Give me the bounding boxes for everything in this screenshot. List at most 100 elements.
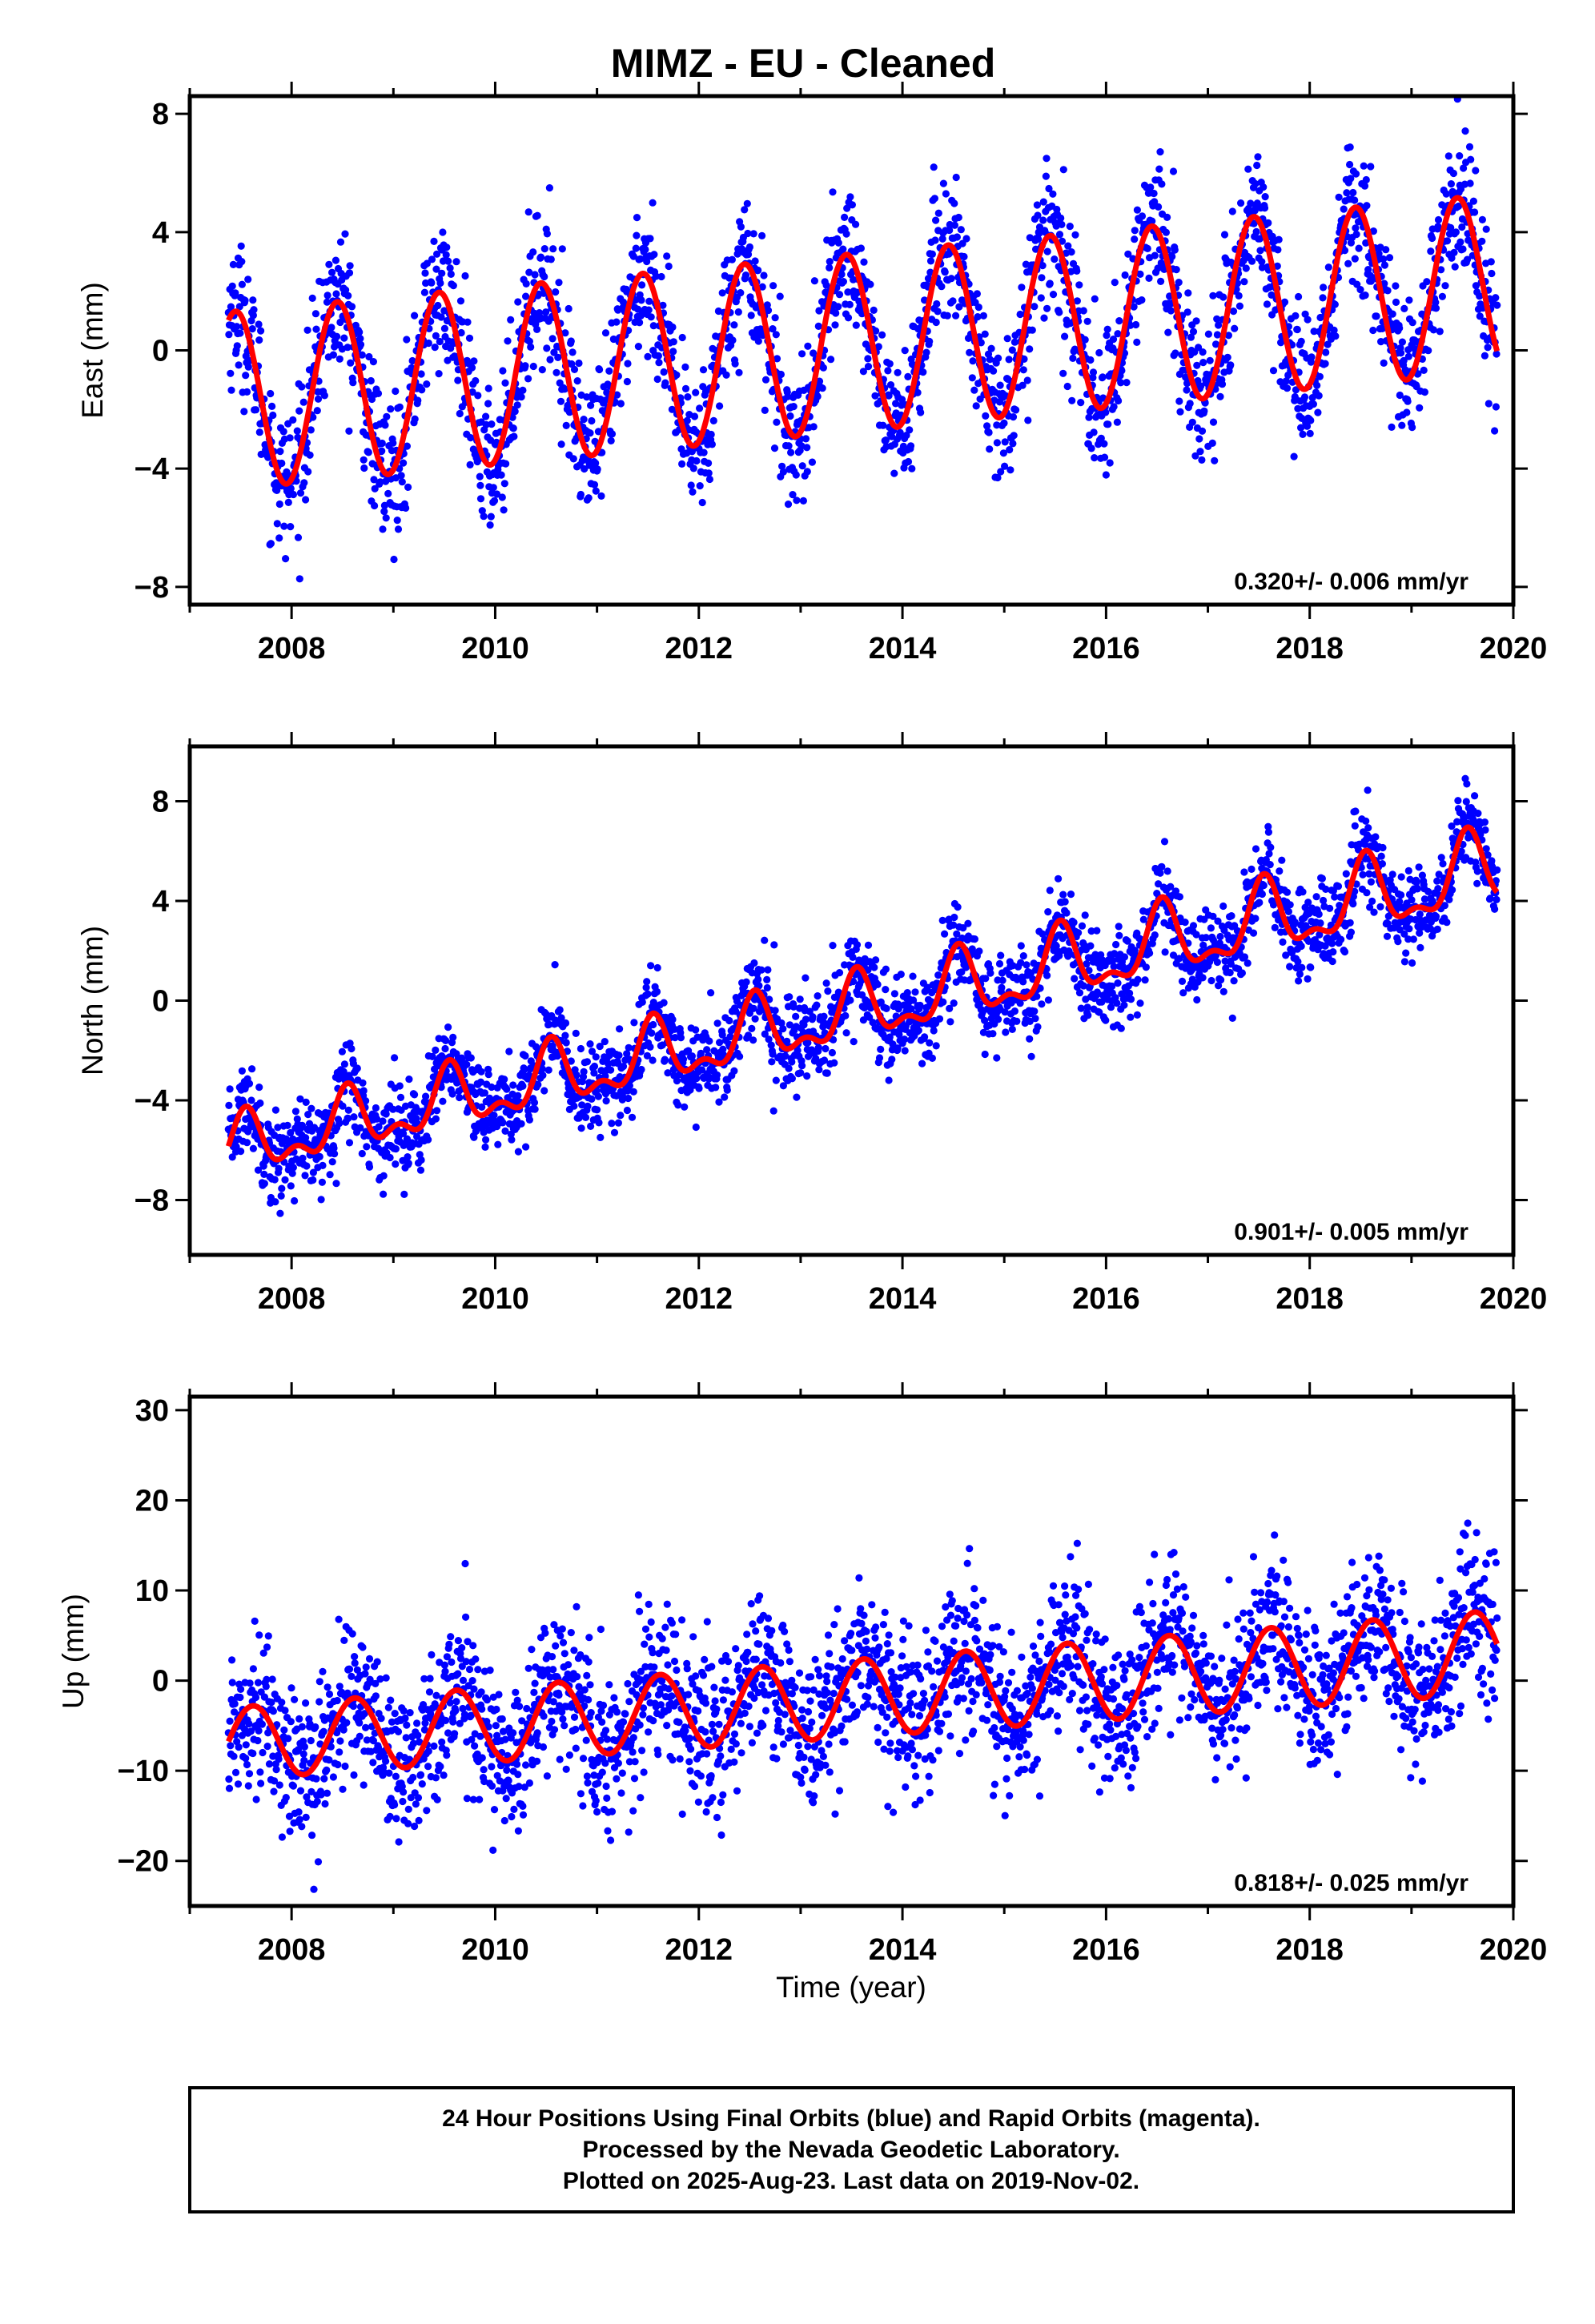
data-point xyxy=(952,173,960,182)
data-point xyxy=(1067,891,1075,899)
data-point xyxy=(338,1047,346,1055)
data-point xyxy=(1359,870,1367,879)
data-point xyxy=(365,1163,374,1171)
data-point xyxy=(1010,432,1018,440)
data-point xyxy=(1127,321,1135,329)
data-point xyxy=(926,257,935,265)
data-point xyxy=(1061,898,1069,906)
data-point xyxy=(1392,298,1400,306)
data-point xyxy=(369,358,377,366)
data-point xyxy=(1340,247,1349,255)
data-point xyxy=(990,367,998,375)
data-point xyxy=(649,199,657,207)
data-point xyxy=(636,319,644,327)
data-point xyxy=(788,1075,797,1083)
data-point xyxy=(1213,315,1221,323)
data-point xyxy=(264,453,272,461)
data-point xyxy=(360,1087,368,1095)
data-point xyxy=(298,383,306,391)
data-point xyxy=(293,427,301,435)
data-point xyxy=(689,488,697,496)
data-point xyxy=(1019,366,1027,374)
data-point xyxy=(853,289,862,297)
data-point xyxy=(1006,466,1014,474)
data-point xyxy=(1016,310,1024,319)
data-point xyxy=(398,478,406,486)
data-point xyxy=(1256,235,1264,243)
data-point xyxy=(1111,279,1119,287)
data-point xyxy=(1441,282,1449,290)
data-point xyxy=(555,279,563,287)
data-point xyxy=(1264,219,1272,227)
data-point xyxy=(1077,399,1085,407)
data-point xyxy=(613,318,621,326)
data-point xyxy=(943,312,951,320)
data-point xyxy=(472,376,480,385)
data-point xyxy=(1171,246,1179,254)
data-point xyxy=(1295,977,1303,985)
data-point xyxy=(986,356,994,364)
data-point xyxy=(822,281,830,289)
data-point xyxy=(803,468,811,476)
data-point xyxy=(1059,891,1067,899)
data-point xyxy=(1038,274,1046,282)
data-point xyxy=(484,1071,492,1079)
data-point xyxy=(741,271,750,279)
data-point xyxy=(400,459,408,467)
data-point xyxy=(960,252,968,261)
data-point xyxy=(291,1196,299,1205)
data-point xyxy=(461,271,469,280)
data-point xyxy=(1206,356,1214,364)
data-point xyxy=(952,312,960,320)
data-point xyxy=(1274,246,1282,254)
data-point xyxy=(768,1058,776,1066)
data-point xyxy=(1388,310,1396,318)
data-point xyxy=(848,201,856,209)
data-point xyxy=(1005,356,1013,364)
data-point xyxy=(1064,242,1072,250)
data-point xyxy=(1328,957,1336,966)
data-point xyxy=(281,1176,289,1184)
data-point xyxy=(1039,262,1047,270)
data-point xyxy=(1442,190,1450,198)
data-point xyxy=(1097,434,1105,442)
data-point xyxy=(1277,339,1285,347)
data-point xyxy=(802,435,810,443)
data-point xyxy=(749,1036,757,1044)
data-point xyxy=(1161,948,1169,956)
data-point xyxy=(1196,448,1204,456)
data-point xyxy=(1127,1013,1135,1021)
data-point xyxy=(1026,345,1034,353)
data-point xyxy=(436,279,444,287)
data-point xyxy=(997,468,1005,476)
data-point xyxy=(340,334,348,342)
data-point xyxy=(994,1015,1002,1023)
data-point xyxy=(632,244,640,252)
data-point xyxy=(284,498,292,507)
data-point xyxy=(1044,996,1052,1004)
data-point xyxy=(1469,197,1477,205)
data-point xyxy=(1039,216,1047,224)
data-point xyxy=(1330,326,1338,334)
data-point xyxy=(1184,289,1192,297)
data-point xyxy=(1280,298,1289,306)
data-point xyxy=(875,1054,884,1062)
data-point xyxy=(814,322,822,330)
data-point xyxy=(1309,400,1317,408)
data-point xyxy=(522,1143,530,1151)
data-point xyxy=(522,292,530,300)
data-point xyxy=(561,1031,569,1039)
data-point xyxy=(874,980,882,988)
data-point xyxy=(637,255,645,263)
data-point xyxy=(1295,292,1303,301)
data-point xyxy=(1492,294,1500,302)
data-point xyxy=(499,367,507,375)
data-point xyxy=(1315,911,1323,919)
data-point xyxy=(456,409,464,418)
data-point xyxy=(1031,1007,1039,1015)
data-point xyxy=(619,1063,628,1071)
data-point xyxy=(350,1113,358,1121)
data-point xyxy=(549,245,557,253)
data-point xyxy=(683,416,691,424)
data-point xyxy=(601,1038,609,1046)
